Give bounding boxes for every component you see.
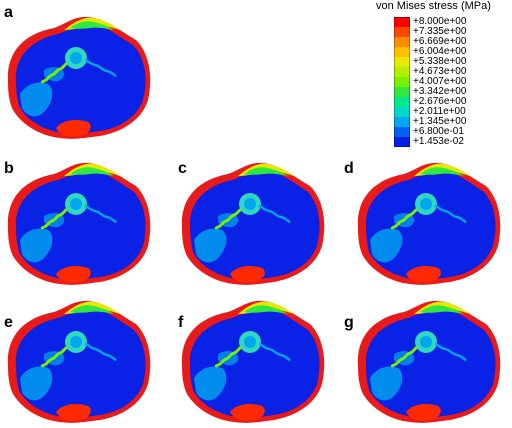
panel-letter-a: a <box>4 4 13 21</box>
legend-label: +4.007e+00 <box>413 76 467 87</box>
legend-title: von Mises stress (MPa) <box>376 0 491 12</box>
legend-label: +6.004e+00 <box>413 46 467 57</box>
legend-label: +1.345e+00 <box>413 116 467 127</box>
panel-letter-d: d <box>344 160 354 177</box>
panel-letter-g: g <box>344 314 354 331</box>
legend-label: +6.800e-01 <box>413 126 464 137</box>
legend-label: +2.011e+00 <box>413 106 466 117</box>
stress-map-panel-e <box>4 298 154 426</box>
stress-map-panel-b <box>4 160 154 288</box>
panel-letter-e: e <box>4 314 13 331</box>
stress-map-panel-g <box>354 298 504 426</box>
legend-label: +8.000e+00 <box>413 16 467 27</box>
panel-letter-c: c <box>178 160 187 177</box>
legend-label: +3.342e+00 <box>413 86 467 97</box>
legend-label: +4.673e+00 <box>413 66 467 77</box>
legend-label: +2.676e+00 <box>413 96 467 107</box>
stress-map-panel-f <box>178 298 328 426</box>
legend-label: +7.335e+00 <box>413 26 467 37</box>
legend-label: +6.669e+00 <box>413 36 467 47</box>
panel-letter-b: b <box>4 160 14 177</box>
stress-map-panel-a <box>4 14 154 142</box>
legend-label: +1.453e-02 <box>413 136 464 147</box>
legend-color-bar <box>394 17 410 147</box>
panel-letter-f: f <box>178 314 184 331</box>
legend-label: +5.338e+00 <box>413 56 467 67</box>
stress-map-panel-d <box>354 160 504 288</box>
stress-map-panel-c <box>178 160 328 288</box>
